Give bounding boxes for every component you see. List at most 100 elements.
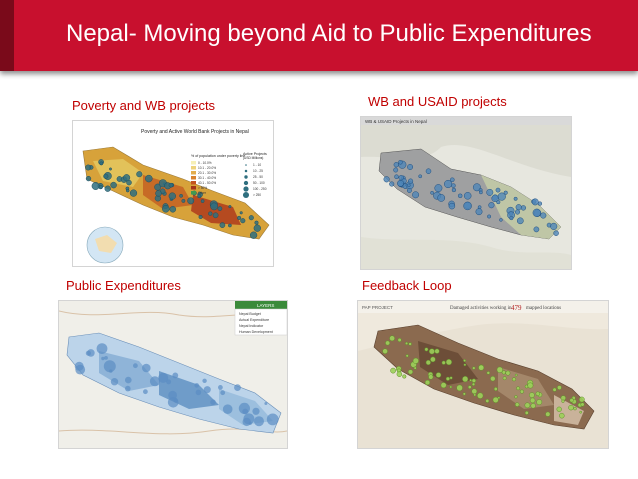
project-marker <box>249 231 258 239</box>
projects-legend-subtitle: (USD Millions) <box>243 156 263 160</box>
project-marker <box>509 216 514 221</box>
layers-panel[interactable] <box>234 308 287 336</box>
activity-marker <box>456 384 463 392</box>
poverty-legend-label: 0 - 10.0% <box>198 161 212 165</box>
activity-marker <box>493 387 498 391</box>
activity-marker <box>514 373 518 377</box>
projects-legend-marker <box>242 191 250 199</box>
project-marker <box>472 183 481 192</box>
activity-markers <box>382 335 585 419</box>
project-marker <box>239 211 243 215</box>
layer-item[interactable]: Nepal Budget <box>239 312 261 316</box>
project-marker <box>91 182 100 190</box>
activity-marker <box>471 382 476 386</box>
activity-marker <box>478 364 485 371</box>
activity-marker <box>390 367 396 374</box>
project-marker <box>407 164 414 170</box>
project-marker <box>181 198 186 203</box>
project-marker <box>487 214 492 219</box>
activity-marker <box>405 341 409 345</box>
activity-marker <box>477 392 484 399</box>
wb-usaid-map-panel[interactable]: WB & USAID Projects in Nepal <box>360 116 572 270</box>
poverty-map-title: Poverty and Active World Bank Projects i… <box>141 129 249 135</box>
project-marker <box>540 212 547 219</box>
poverty-map: Poverty and Active World Bank Projects i… <box>73 121 273 266</box>
layers-header <box>235 301 287 309</box>
expenditure-bubble <box>168 390 177 400</box>
feedback-app-name: PAP PROJECT <box>362 305 393 310</box>
public-exp-map-panel[interactable]: LAYERS Nepal Budget Actual Expenditure Nep… <box>58 300 288 449</box>
activity-marker <box>519 389 524 394</box>
activity-marker <box>524 402 531 409</box>
activity-marker <box>467 385 472 389</box>
project-marker <box>398 175 404 181</box>
expenditure-bubble <box>173 398 178 403</box>
activity-marker <box>502 376 507 381</box>
expenditure-bubble <box>133 363 138 369</box>
poverty-legend-swatch <box>191 191 196 195</box>
project-marker <box>125 188 130 193</box>
activity-marker <box>463 363 467 367</box>
project-marker <box>450 177 455 183</box>
project-marker <box>430 190 434 195</box>
expenditure-bubble <box>195 389 202 396</box>
project-marker <box>499 218 503 222</box>
projects-legend-label: > 250 <box>253 193 261 197</box>
project-marker <box>479 190 483 195</box>
wb-usaid-map-title: WB & USAID Projects in Nepal <box>365 119 427 124</box>
expenditure-bubble <box>264 402 268 405</box>
project-marker <box>514 209 521 215</box>
project-marker <box>123 174 131 182</box>
project-marker <box>393 167 399 173</box>
project-marker <box>103 173 109 179</box>
poverty-map-panel[interactable]: Poverty and Active World Bank Projects i… <box>72 120 274 267</box>
activity-marker <box>492 396 499 403</box>
project-marker <box>228 205 232 209</box>
activity-marker <box>425 359 431 366</box>
activity-marker <box>445 359 452 366</box>
project-marker <box>129 189 138 197</box>
activity-marker <box>402 374 407 379</box>
activity-marker <box>524 410 529 415</box>
expenditure-bubble <box>194 383 199 388</box>
feedback-header-count: 479 <box>511 304 522 312</box>
activity-marker <box>382 348 388 354</box>
expenditure-bubble <box>158 372 169 383</box>
layer-item[interactable]: Nepal Indicator <box>239 324 264 328</box>
feedback-header-pre: Damaged activities working in <box>450 306 512 311</box>
project-marker <box>136 171 143 178</box>
layer-item[interactable]: Actual Expenditure <box>239 318 269 322</box>
layer-item[interactable]: Human Development <box>239 330 273 334</box>
project-marker <box>407 183 411 188</box>
project-marker <box>187 197 195 205</box>
feedback-header-post: mapped locations <box>526 306 561 311</box>
wb-usaid-panel-label: WB and USAID projects <box>368 94 507 109</box>
projects-legend-marker <box>245 164 247 166</box>
project-marker <box>217 206 223 211</box>
project-marker <box>475 208 483 216</box>
feedback-map-panel[interactable]: PAP PROJECT Damaged activities working i… <box>357 300 609 449</box>
expenditure-bubble <box>172 372 179 379</box>
project-marker <box>418 174 423 179</box>
project-marker <box>412 191 420 199</box>
expenditure-bubble <box>87 349 95 357</box>
project-marker <box>145 174 153 183</box>
activity-marker <box>440 382 447 389</box>
poverty-legend-swatch <box>191 171 196 175</box>
project-marker <box>254 220 259 225</box>
project-marker <box>513 196 518 201</box>
project-marker <box>533 226 540 233</box>
project-marker <box>398 160 403 165</box>
project-marker <box>532 208 541 217</box>
activity-marker <box>424 347 429 352</box>
projects-legend-title: Active Projects <box>243 152 267 156</box>
expenditure-bubble <box>252 407 260 415</box>
activity-marker <box>486 371 491 375</box>
activity-marker <box>428 374 434 380</box>
project-dots <box>383 160 559 236</box>
project-marker <box>85 175 92 182</box>
activity-marker <box>535 391 541 396</box>
poverty-legend-label: 30.1 - 40.0% <box>198 176 216 180</box>
project-marker <box>200 199 205 203</box>
